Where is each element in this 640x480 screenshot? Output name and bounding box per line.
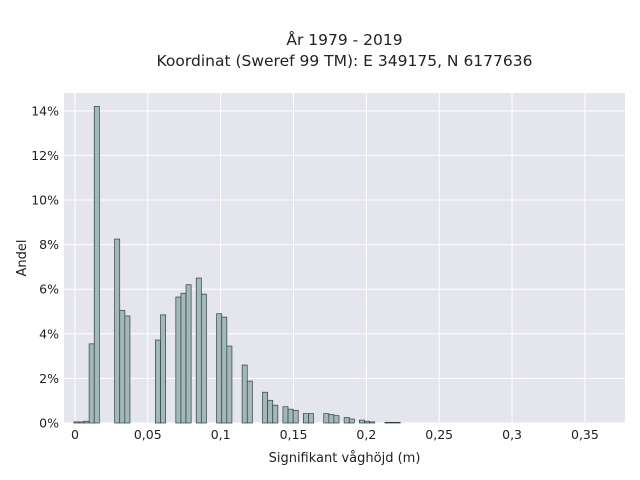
y-tick-label-5: 10% (31, 193, 59, 208)
histogram-bar-30 (333, 415, 340, 424)
x-tick-label-0: 0 (71, 427, 79, 442)
histogram-bar-17 (226, 345, 233, 424)
histogram-bar-13 (195, 277, 202, 424)
histogram-bar-32 (348, 418, 355, 424)
x-tick-label-6: 0,3 (502, 427, 522, 442)
histogram-bar-5 (114, 238, 121, 424)
chart-title-line-1: År 1979 - 2019 (286, 30, 402, 49)
histogram-bar-25 (292, 409, 299, 424)
histogram-bar-35 (369, 421, 376, 424)
histogram-bar-37 (389, 421, 396, 424)
histogram-bar-2 (83, 420, 90, 424)
y-tick-label-1: 2% (39, 371, 59, 386)
x-tick-label-4: 0,2 (356, 427, 376, 442)
histogram-bar-18 (241, 364, 248, 424)
histogram-bar-9 (160, 314, 166, 424)
x-tick-label-2: 0,1 (211, 427, 231, 442)
histogram-bar-7 (124, 315, 131, 424)
x-tick-label-7: 0,35 (571, 427, 599, 442)
histogram-bar-34 (364, 420, 370, 424)
y-tick-label-2: 4% (39, 326, 59, 341)
histogram-bar-10 (175, 296, 182, 424)
histogram-bar-22 (272, 404, 279, 424)
histogram-bar-12 (185, 284, 192, 424)
histogram-bar-0 (73, 421, 80, 424)
x-tick-label-1: 0,05 (134, 427, 162, 442)
histogram-bar-19 (246, 380, 253, 424)
y-axis-label: Andel (15, 240, 30, 277)
y-tick-label-3: 6% (39, 282, 59, 297)
chart-title-line-2: Koordinat (Sweref 99 TM): E 349175, N 61… (157, 52, 533, 70)
histogram-bar-23 (282, 406, 289, 424)
histogram-bar-14 (200, 293, 207, 424)
histogram-bar-24 (287, 408, 294, 424)
y-tick-label-0: 0% (39, 416, 59, 431)
histogram-bar-11 (180, 292, 187, 424)
histogram-bar-29 (328, 414, 335, 424)
histogram-bar-28 (323, 413, 330, 424)
histogram-bars (73, 106, 401, 424)
histogram-bar-6 (119, 310, 126, 424)
histogram-bar-16 (221, 316, 228, 424)
histogram-bar-20 (262, 391, 268, 424)
histogram-bar-26 (302, 413, 309, 424)
x-tick-label-5: 0,25 (425, 427, 453, 442)
histogram-bar-27 (308, 413, 314, 424)
y-tick-label-7: 14% (31, 103, 59, 118)
histogram-bar-36 (384, 421, 391, 424)
y-tick-label-4: 8% (39, 237, 59, 252)
histogram-bar-4 (93, 106, 100, 424)
histogram-bar-3 (88, 343, 95, 424)
histogram-bar-8 (155, 339, 161, 424)
histogram-bar-21 (267, 399, 274, 424)
histogram-bar-15 (216, 313, 223, 424)
histogram-bar-1 (78, 421, 85, 424)
histogram-bar-33 (359, 419, 365, 424)
x-tick-label-3: 0,15 (280, 427, 308, 442)
histogram-bar-38 (394, 421, 401, 424)
y-axis-ticks: 0% 2% 4% 6% 8% 10% 12% 14% (31, 103, 59, 430)
y-tick-label-6: 12% (31, 148, 59, 163)
histogram-bar-31 (343, 417, 350, 424)
x-axis-ticks: 0 0,05 0,1 0,15 0,2 0,25 0,3 0,35 (71, 427, 599, 442)
x-axis-label: Signifikant våghöjd (m) (269, 451, 421, 466)
